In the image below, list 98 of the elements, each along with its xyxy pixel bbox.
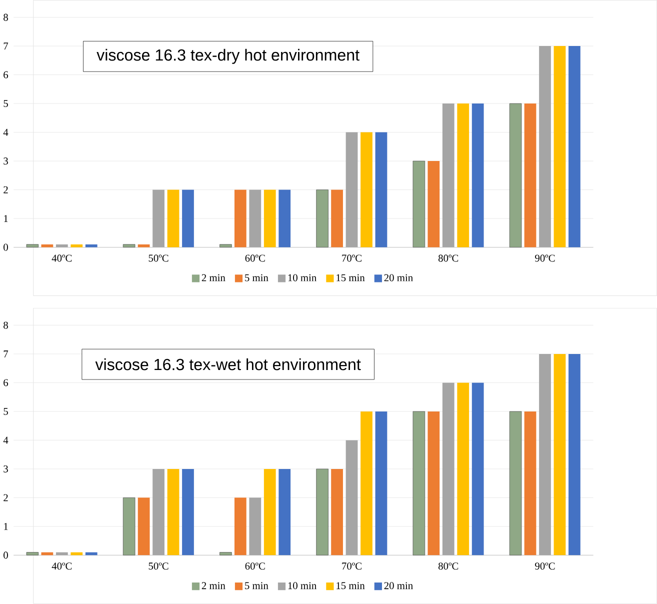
y-tick-label: 3 <box>4 158 8 165</box>
x-tick-label: 60ºC <box>245 562 265 570</box>
bar <box>346 440 358 556</box>
text: viscose 16.3 tex-wet hot environment <box>95 358 361 370</box>
bar <box>472 104 484 248</box>
x-tick-label: 70ºC <box>342 562 362 570</box>
y-tick-label: 3 <box>4 466 8 473</box>
bar <box>220 244 232 248</box>
legend-label: 10 min <box>288 582 316 590</box>
y-tick-label: 8 <box>4 322 8 329</box>
bar <box>375 132 388 248</box>
bar <box>167 190 180 248</box>
bar <box>412 160 426 248</box>
legend-label: 10 min <box>288 274 316 282</box>
y-tick-label: 8 <box>4 14 8 21</box>
y-tick-label: 7 <box>4 350 8 358</box>
x-tick-label: 40ºC <box>52 562 72 570</box>
y-tick-label: 5 <box>4 408 8 415</box>
bar <box>264 190 276 248</box>
bar <box>122 244 136 248</box>
legend-label: 5 min <box>245 582 268 590</box>
bar <box>554 354 566 556</box>
legend-label: 15 min <box>336 582 365 590</box>
y-tick-label: 1 <box>4 215 8 222</box>
bar <box>331 469 343 556</box>
bar <box>249 190 262 248</box>
x-tick-label: 80ºC <box>438 254 458 262</box>
x-tick-label: 80ºC <box>438 562 458 570</box>
bar <box>138 244 150 248</box>
bar <box>122 498 136 556</box>
bar <box>138 498 150 556</box>
bar <box>442 382 454 556</box>
bar <box>316 190 328 248</box>
bar <box>70 244 83 248</box>
bar <box>167 469 180 556</box>
bar <box>457 382 470 556</box>
bar <box>360 132 372 248</box>
bar <box>375 412 388 556</box>
bar <box>442 104 454 248</box>
bar <box>278 190 291 248</box>
y-tick-label: 6 <box>4 71 8 78</box>
y-tick-label: 2 <box>4 494 8 502</box>
bar <box>278 469 291 556</box>
bar <box>26 552 39 556</box>
bar <box>264 469 276 556</box>
x-tick-label: 50ºC <box>148 562 168 570</box>
bar <box>182 469 194 556</box>
bar <box>428 161 440 248</box>
bar <box>412 411 426 556</box>
bar <box>539 354 551 556</box>
legend-label: 2 min <box>202 582 226 590</box>
bar <box>524 412 536 556</box>
bar <box>428 412 440 556</box>
y-tick-label: 6 <box>4 379 8 386</box>
bar <box>457 104 470 248</box>
bar <box>56 244 68 248</box>
legend-label: 5 min <box>245 274 268 282</box>
x-tick-label: 40ºC <box>52 254 72 262</box>
legend-label: 15 min <box>336 274 365 282</box>
bar <box>346 132 358 248</box>
legend-label: 20 min <box>384 582 413 590</box>
bar <box>554 46 566 248</box>
y-tick-label: 1 <box>4 523 8 530</box>
y-tick-label: 4 <box>3 128 8 136</box>
bar <box>220 552 232 556</box>
bar <box>509 411 522 556</box>
y-tick-label: 5 <box>4 100 8 108</box>
bar <box>568 354 580 556</box>
x-tick-label: 60ºC <box>245 254 265 262</box>
x-tick-label: 70ºC <box>342 254 362 262</box>
bar <box>360 412 372 556</box>
bar <box>472 382 484 556</box>
bar <box>234 190 246 248</box>
bar <box>509 103 522 248</box>
legend-label: 20 min <box>384 274 413 282</box>
y-tick-label: 0 <box>4 244 8 251</box>
bar <box>316 468 328 556</box>
bar <box>524 104 536 248</box>
bar <box>152 469 164 556</box>
y-tick-label: 7 <box>4 42 8 50</box>
bar <box>85 244 98 248</box>
x-tick-label: 90ºC <box>535 254 555 262</box>
bar <box>331 190 343 248</box>
bar <box>26 244 39 248</box>
y-tick-label: 4 <box>3 436 8 444</box>
text: viscose 16.3 tex-dry hot environment <box>96 48 360 64</box>
bar <box>249 498 262 556</box>
y-tick-label: 0 <box>4 552 8 559</box>
bar <box>182 190 194 248</box>
bar <box>539 46 551 248</box>
bar <box>152 190 164 248</box>
y-tick-label: 2 <box>4 186 8 194</box>
bar <box>41 244 54 248</box>
legend-label: 2 min <box>202 274 226 282</box>
bar <box>234 498 246 556</box>
bar <box>568 46 580 248</box>
x-tick-label: 90ºC <box>535 562 555 570</box>
x-tick-label: 50ºC <box>148 254 168 262</box>
